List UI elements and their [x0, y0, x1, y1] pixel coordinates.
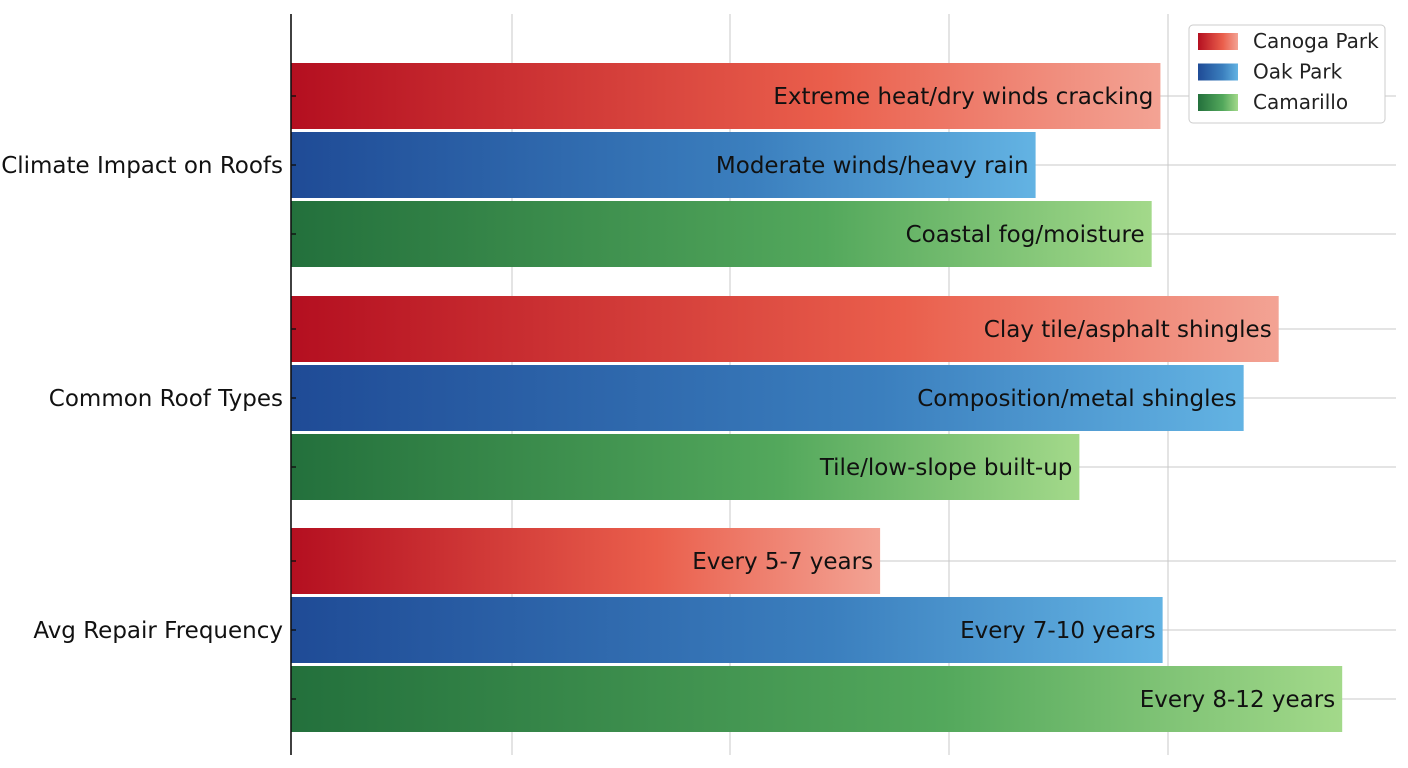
bar-label: Every 7-10 years	[960, 618, 1155, 644]
legend-swatch	[1198, 33, 1238, 50]
category-label: Avg Repair Frequency	[33, 618, 283, 644]
bar[interactable]	[291, 597, 1163, 663]
category-label: Climate Impact on Roofs	[1, 153, 283, 179]
bar-label: Every 5-7 years	[692, 549, 873, 575]
legend-label[interactable]: Camarillo	[1253, 90, 1348, 114]
legend-label[interactable]: Canoga Park	[1253, 29, 1379, 53]
bar[interactable]	[291, 528, 881, 594]
bar[interactable]	[291, 666, 1343, 732]
bar-label: Composition/metal shingles	[917, 386, 1236, 412]
bar-label: Coastal fog/moisture	[906, 222, 1145, 248]
bar[interactable]	[291, 63, 1161, 129]
legend-swatch	[1198, 94, 1238, 111]
y-axis	[290, 14, 296, 755]
bars	[291, 63, 1343, 732]
bar-label: Tile/low-slope built-up	[819, 455, 1073, 481]
bar-label: Extreme heat/dry winds cracking	[773, 84, 1153, 110]
bar-label: Clay tile/asphalt shingles	[984, 317, 1272, 343]
bar-label: Every 8-12 years	[1140, 687, 1335, 713]
bar[interactable]	[291, 434, 1080, 500]
labels: Extreme heat/dry winds cracking Moderate …	[1, 84, 1335, 713]
legend-swatch	[1198, 63, 1238, 81]
bar[interactable]	[291, 296, 1279, 362]
bar[interactable]	[291, 365, 1244, 431]
legend[interactable]: Canoga Park Oak Park Camarillo	[1188, 24, 1386, 124]
bar[interactable]	[291, 132, 1036, 198]
category-label: Common Roof Types	[49, 386, 283, 412]
bar[interactable]	[291, 201, 1152, 267]
legend-label[interactable]: Oak Park	[1253, 60, 1343, 84]
bar-label: Moderate winds/heavy rain	[716, 153, 1029, 179]
